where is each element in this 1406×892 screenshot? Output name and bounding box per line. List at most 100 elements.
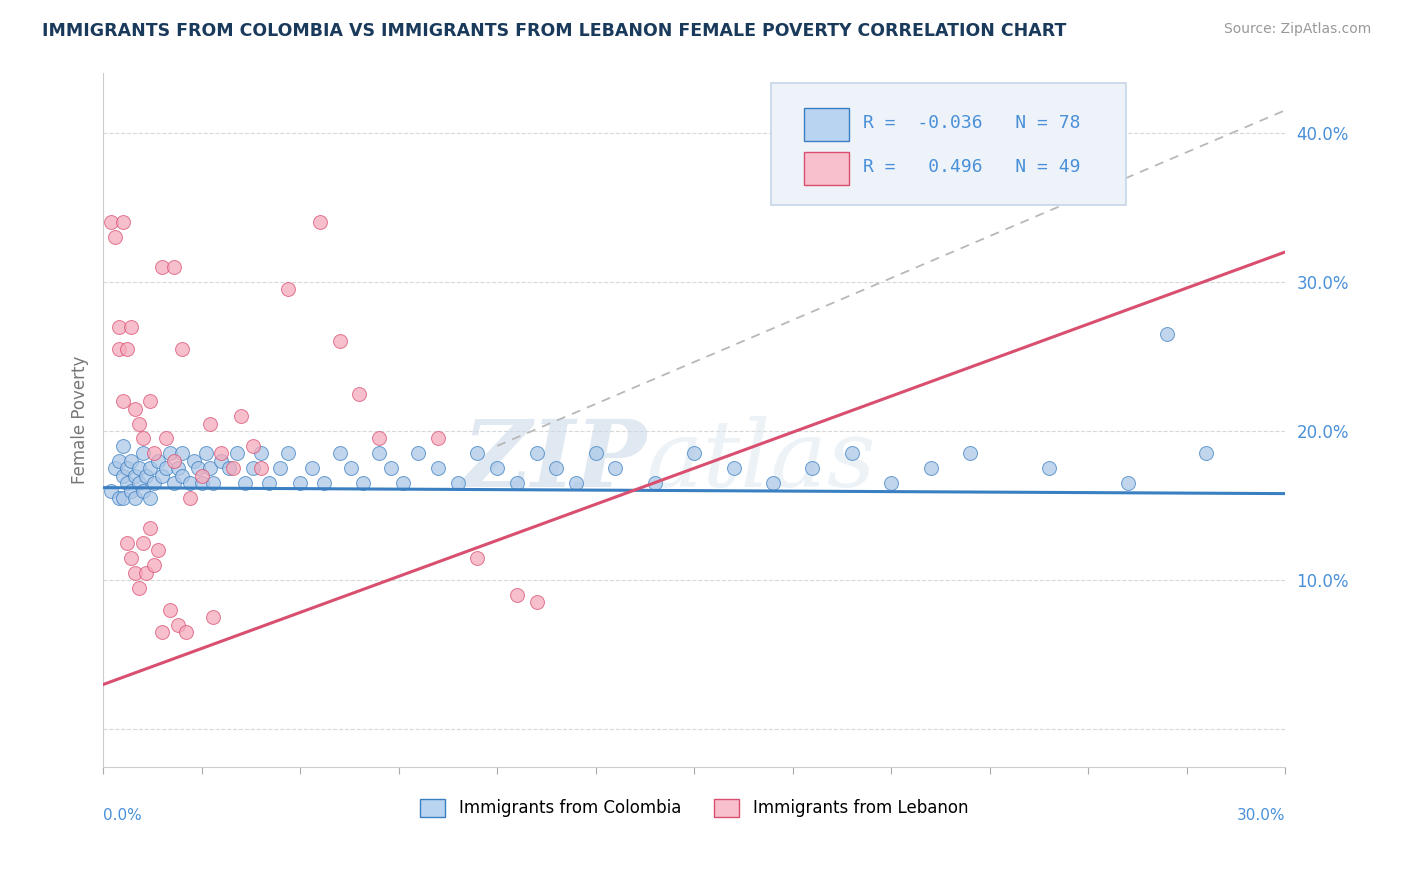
Point [111,468,134,483]
Point [170,342,193,356]
Point [328,446,350,460]
Text: 30.0%: 30.0% [1237,808,1285,823]
Point [229,409,252,423]
Point [155,431,177,445]
Point [209,446,232,460]
Point [312,476,335,491]
Point [218,461,240,475]
Point [301,461,323,475]
Point [128,461,150,475]
Point [108,491,131,505]
Point [120,454,142,468]
Point [233,476,256,491]
Point [131,431,153,445]
Text: atlas: atlas [647,417,876,507]
Point [150,260,173,274]
Point [467,446,489,460]
Point [115,476,138,491]
Point [209,454,232,468]
Point [1195,446,1218,460]
Point [120,319,142,334]
Point [352,476,374,491]
Point [120,483,142,498]
Point [167,461,190,475]
Point [150,468,173,483]
Point [111,439,134,453]
Point [585,446,607,460]
Point [340,461,363,475]
Point [124,491,146,505]
Point [202,476,225,491]
Point [131,483,153,498]
Point [249,446,271,460]
Point [249,461,271,475]
FancyBboxPatch shape [804,108,849,141]
Point [104,230,127,244]
Point [349,386,371,401]
Point [723,461,745,475]
Point [179,491,201,505]
Point [380,461,402,475]
Point [242,439,264,453]
Point [841,446,863,460]
Point [179,476,201,491]
Point [163,454,186,468]
Point [198,417,221,431]
Point [427,461,450,475]
Point [959,446,981,460]
Point [277,282,299,296]
Point [269,461,291,475]
Point [190,468,212,483]
Point [408,446,430,460]
Point [1038,461,1060,475]
Point [108,319,131,334]
Point [546,461,568,475]
Point [143,558,166,573]
Point [139,491,162,505]
Text: IMMIGRANTS FROM COLOMBIA VS IMMIGRANTS FROM LEBANON FEMALE POVERTY CORRELATION C: IMMIGRANTS FROM COLOMBIA VS IMMIGRANTS F… [42,22,1067,40]
Point [115,536,138,550]
Point [174,625,197,640]
Text: 0.0%: 0.0% [103,808,142,823]
Point [100,215,122,229]
Point [486,461,509,475]
Point [920,461,942,475]
Point [226,446,249,460]
Point [159,446,181,460]
Point [526,446,548,460]
Point [150,625,173,640]
Point [128,417,150,431]
Legend: Immigrants from Colombia, Immigrants from Lebanon: Immigrants from Colombia, Immigrants fro… [413,792,974,824]
Point [124,401,146,416]
Point [277,446,299,460]
Point [120,550,142,565]
Text: Source: ZipAtlas.com: Source: ZipAtlas.com [1223,22,1371,37]
Point [605,461,627,475]
Point [124,468,146,483]
Point [131,446,153,460]
Point [104,461,127,475]
Point [328,334,350,349]
Point [148,454,170,468]
Point [148,543,170,558]
Point [115,342,138,356]
Point [288,476,311,491]
Point [1156,326,1178,341]
FancyBboxPatch shape [804,152,849,186]
Point [108,342,131,356]
Point [427,431,450,445]
Text: R =   0.496   N = 49: R = 0.496 N = 49 [863,158,1081,177]
Point [506,588,529,602]
Point [183,454,205,468]
Point [565,476,588,491]
Point [111,491,134,505]
Point [526,595,548,609]
Point [801,461,824,475]
Point [368,431,391,445]
Point [506,476,529,491]
Text: R =  -0.036   N = 78: R = -0.036 N = 78 [863,114,1081,132]
Point [222,461,245,475]
Point [108,454,131,468]
Point [139,461,162,475]
Point [257,476,280,491]
